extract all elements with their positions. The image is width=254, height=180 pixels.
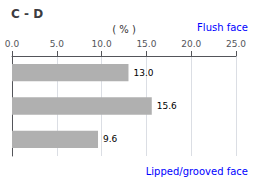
- svg-text:9.6: 9.6: [103, 134, 118, 144]
- svg-text:5.0: 5.0: [50, 39, 65, 49]
- svg-text:15.6: 15.6: [157, 101, 177, 111]
- svg-text:10.0: 10.0: [92, 39, 112, 49]
- svg-text:15.0: 15.0: [136, 39, 156, 49]
- svg-text:Lipped/grooved face: Lipped/grooved face: [146, 166, 248, 177]
- svg-text:20.0: 20.0: [181, 39, 201, 49]
- svg-text:25.0: 25.0: [226, 39, 246, 49]
- svg-text:Flush face: Flush face: [197, 22, 248, 33]
- svg-text:0.0: 0.0: [5, 39, 20, 49]
- svg-text:( % ): ( % ): [112, 24, 136, 35]
- svg-text:13.0: 13.0: [133, 68, 153, 78]
- svg-text:C - D: C - D: [11, 7, 43, 21]
